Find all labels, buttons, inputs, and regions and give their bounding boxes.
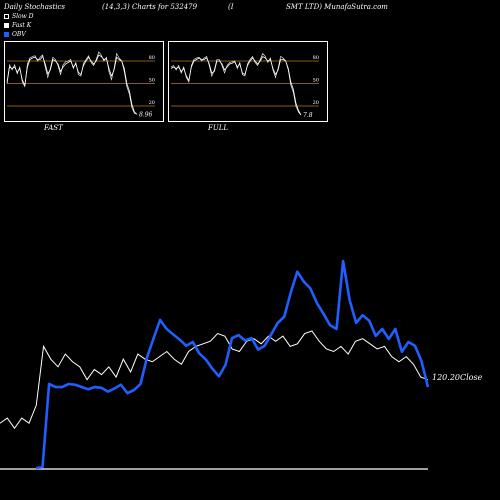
legend: Slow D Fast K OBV (4, 12, 34, 39)
fast-last-value-label: 8.96 (139, 111, 153, 118)
legend-item-slow-d: Slow D (4, 12, 34, 21)
close-price-line (0, 330, 429, 430)
full-tick-label-80: 80 (313, 55, 319, 61)
header-title-right-a: (I (228, 3, 234, 11)
fast-panel-caption: FAST (44, 124, 63, 132)
close-value-label: 120.20Close (432, 373, 483, 382)
header-title-left: Daily Stochastics (4, 3, 66, 11)
legend-label-slow-d: Slow D (12, 13, 34, 20)
full-tick-label-50: 50 (313, 78, 319, 84)
legend-swatch-fast-k (4, 23, 9, 28)
full-stochastic-panel: 20 50 80 7.8 (168, 41, 328, 122)
fast-stochastic-panel: 20 50 80 8.96 (4, 41, 164, 122)
legend-swatch-obv (4, 32, 9, 37)
full-series-line-fast-k (170, 52, 302, 116)
legend-label-fast-k: Fast K (12, 22, 32, 29)
legend-item-obv: OBV (4, 30, 34, 39)
fast-stochastic-chart: 20 50 80 8.96 (6, 51, 155, 118)
legend-swatch-slow-d (4, 14, 9, 19)
fast-tick-label-20: 20 (149, 100, 155, 106)
legend-item-fast-k: Fast K (4, 21, 34, 30)
full-tick-label-20: 20 (313, 100, 319, 106)
obv-line (35, 259, 430, 470)
full-last-value-label: 7.8 (303, 112, 313, 119)
legend-label-obv: OBV (12, 31, 26, 38)
fast-tick-label-80: 80 (149, 55, 155, 61)
fast-series-line-fast-k (6, 51, 138, 115)
fast-tick-label-50: 50 (149, 78, 155, 84)
header-title-middle: (14,3,3) Charts for 532479 (102, 3, 198, 11)
header-title-right-b: SMT LTD) MunafaSutra.com (286, 3, 388, 11)
full-stochastic-chart: 20 50 80 7.8 (170, 52, 319, 119)
full-panel-caption: FULL (208, 124, 229, 132)
